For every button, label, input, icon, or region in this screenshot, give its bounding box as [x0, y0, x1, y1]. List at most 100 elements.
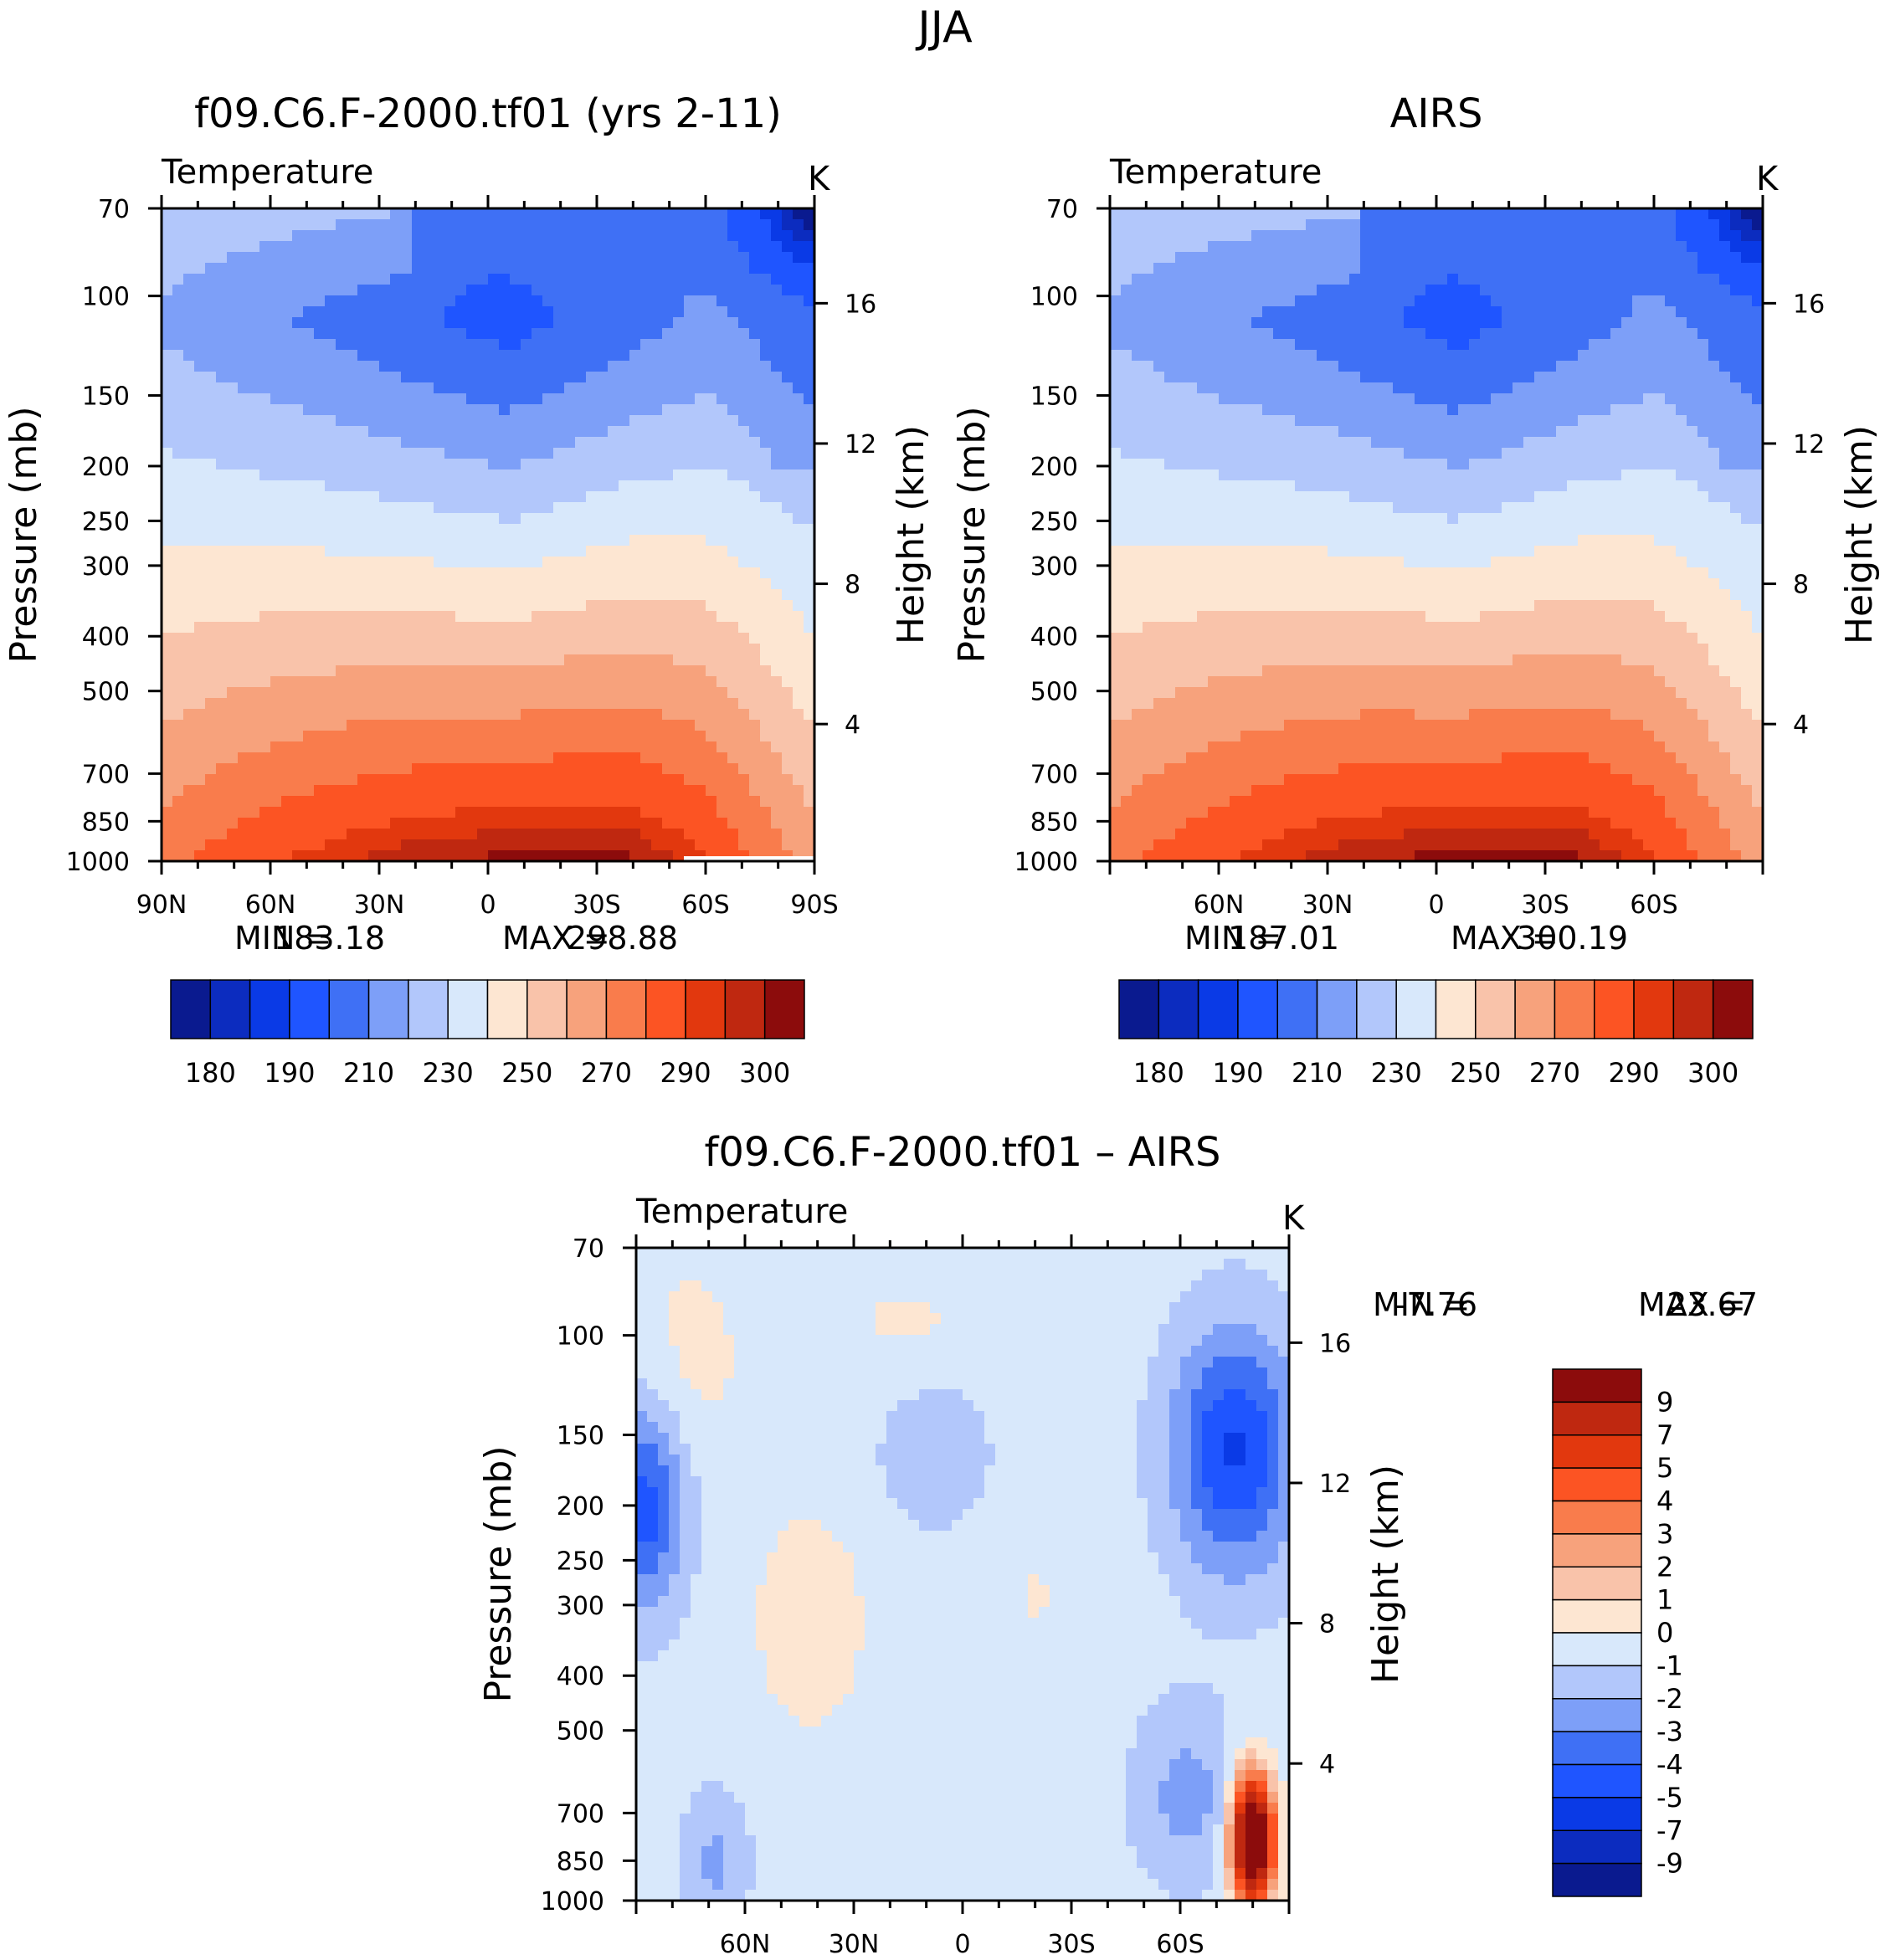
contour-cell	[1534, 350, 1546, 362]
contour-cell	[1708, 230, 1720, 242]
contour-cell	[401, 230, 413, 242]
contour-cell	[597, 350, 609, 362]
contour-cell	[412, 774, 424, 786]
contour-cell	[619, 796, 630, 808]
contour-cell	[162, 328, 173, 340]
contour-cell	[1491, 339, 1502, 351]
contour-cell	[771, 317, 783, 329]
contour-cell	[651, 644, 663, 655]
contour-cell	[651, 578, 663, 590]
contour-cell	[1491, 415, 1502, 427]
contour-cell	[738, 317, 750, 329]
contour-cell	[684, 839, 696, 851]
contour-cell	[205, 393, 217, 405]
contour-cell	[640, 219, 652, 231]
contour-cell	[499, 459, 511, 470]
contour-cell	[640, 796, 652, 808]
contour-cell	[706, 426, 717, 438]
contour-cell	[390, 850, 402, 862]
contour-cell	[1349, 285, 1361, 296]
contour-cell	[1621, 295, 1633, 307]
contour-cell	[553, 459, 565, 470]
contour-cell	[412, 622, 424, 634]
contour-cell	[1469, 393, 1481, 405]
contour-cell	[466, 393, 478, 405]
contour-cell	[390, 785, 402, 797]
contour-cell	[510, 306, 521, 318]
contour-cell	[695, 741, 706, 753]
contour-cell	[499, 480, 511, 492]
contour-cell	[673, 752, 685, 764]
contour-cell	[749, 480, 761, 492]
contour-cell	[314, 654, 326, 666]
contour-cell	[1164, 328, 1176, 340]
contour-cell	[488, 839, 500, 851]
contour-cell	[1295, 437, 1307, 449]
contour-cell	[695, 752, 706, 764]
contour-cell	[499, 230, 511, 242]
contour-cell	[608, 850, 619, 862]
contour-cell	[1741, 295, 1753, 307]
contour-cell	[357, 818, 369, 829]
contour-cell	[1567, 404, 1579, 416]
contour-cell	[379, 306, 391, 318]
contour-cell	[619, 459, 630, 470]
contour-cell	[597, 676, 609, 688]
contour-cell	[619, 741, 630, 753]
contour-cell	[1447, 317, 1459, 329]
contour-cell	[1306, 415, 1317, 427]
contour-cell	[162, 241, 173, 253]
contour-cell	[542, 567, 554, 579]
contour-cell	[510, 807, 521, 818]
contour-cell	[1697, 382, 1709, 394]
contour-cell	[619, 546, 630, 557]
contour-cell	[488, 785, 500, 797]
contour-cell	[575, 502, 587, 514]
contour-cell	[1175, 208, 1187, 220]
contour-cell	[434, 328, 445, 340]
contour-cell	[532, 535, 543, 546]
contour-cell	[162, 774, 173, 786]
contour-cell	[1719, 219, 1731, 231]
contour-cell	[379, 361, 391, 372]
contour-cell	[488, 306, 500, 318]
contour-cell	[1436, 328, 1448, 340]
contour-cell	[1164, 306, 1176, 318]
contour-cell	[1741, 208, 1753, 220]
contour-cell	[336, 480, 347, 492]
lat-tick-label: 30S	[573, 890, 620, 920]
contour-cell	[368, 350, 380, 362]
contour-cell	[673, 774, 685, 786]
contour-cell	[1393, 350, 1405, 362]
contour-cell	[1328, 382, 1339, 394]
contour-cell	[532, 839, 543, 851]
contour-cell	[1230, 426, 1241, 438]
contour-cell	[499, 350, 511, 362]
contour-cell	[1306, 350, 1317, 362]
contour-cell	[238, 241, 249, 253]
contour-cell	[281, 219, 293, 231]
contour-cell	[466, 578, 478, 590]
contour-cell	[336, 339, 347, 351]
panel-title: f09.C6.F-2000.tf01 (yrs 2-11)	[194, 90, 782, 137]
contour-cell	[662, 698, 674, 710]
contour-cell	[1665, 372, 1677, 383]
contour-cell	[1306, 263, 1317, 275]
contour-cell	[379, 567, 391, 579]
contour-cell	[532, 306, 543, 318]
contour-cell	[249, 274, 260, 285]
contour-cell	[1643, 350, 1655, 362]
contour-cell	[292, 491, 304, 503]
contour-cell	[706, 361, 717, 372]
contour-cell	[1654, 295, 1666, 307]
contour-cell	[423, 393, 434, 405]
contour-cell	[597, 785, 609, 797]
contour-cell	[1251, 241, 1263, 253]
contour-cell	[259, 382, 271, 394]
contour-cell	[1197, 317, 1209, 329]
contour-cell	[760, 578, 772, 590]
contour-cell	[238, 535, 249, 546]
contour-cell	[1393, 372, 1405, 383]
contour-cell	[727, 535, 739, 546]
contour-cell	[205, 230, 217, 242]
